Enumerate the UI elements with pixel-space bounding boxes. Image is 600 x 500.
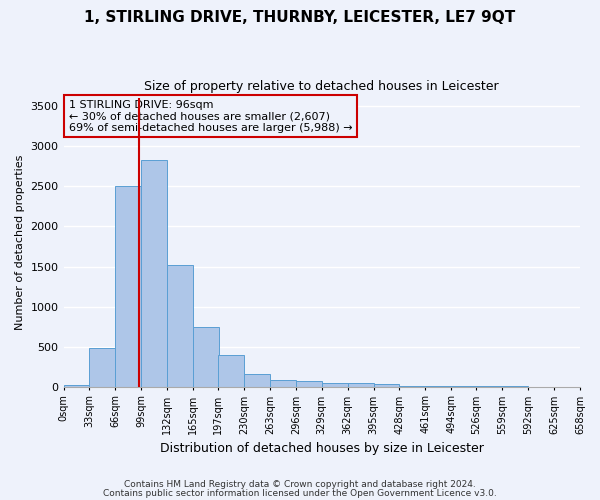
Bar [141,160,167,386]
Bar [115,186,141,386]
Text: Contains HM Land Registry data © Crown copyright and database right 2024.: Contains HM Land Registry data © Crown c… [124,480,476,489]
Bar [296,382,322,386]
Bar [193,328,219,386]
Title: Size of property relative to detached houses in Leicester: Size of property relative to detached ho… [145,80,499,93]
Text: Contains public sector information licensed under the Open Government Licence v3: Contains public sector information licen… [103,488,497,498]
Bar [322,382,347,386]
Bar [167,265,193,386]
Bar [374,384,400,386]
Bar [347,383,374,386]
Bar [270,380,296,386]
Bar [244,374,270,386]
Bar [89,348,115,387]
Text: 1 STIRLING DRIVE: 96sqm
← 30% of detached houses are smaller (2,607)
69% of semi: 1 STIRLING DRIVE: 96sqm ← 30% of detache… [69,100,352,133]
Text: 1, STIRLING DRIVE, THURNBY, LEICESTER, LE7 9QT: 1, STIRLING DRIVE, THURNBY, LEICESTER, L… [85,10,515,25]
Bar [218,356,244,386]
Y-axis label: Number of detached properties: Number of detached properties [15,155,25,330]
X-axis label: Distribution of detached houses by size in Leicester: Distribution of detached houses by size … [160,442,484,455]
